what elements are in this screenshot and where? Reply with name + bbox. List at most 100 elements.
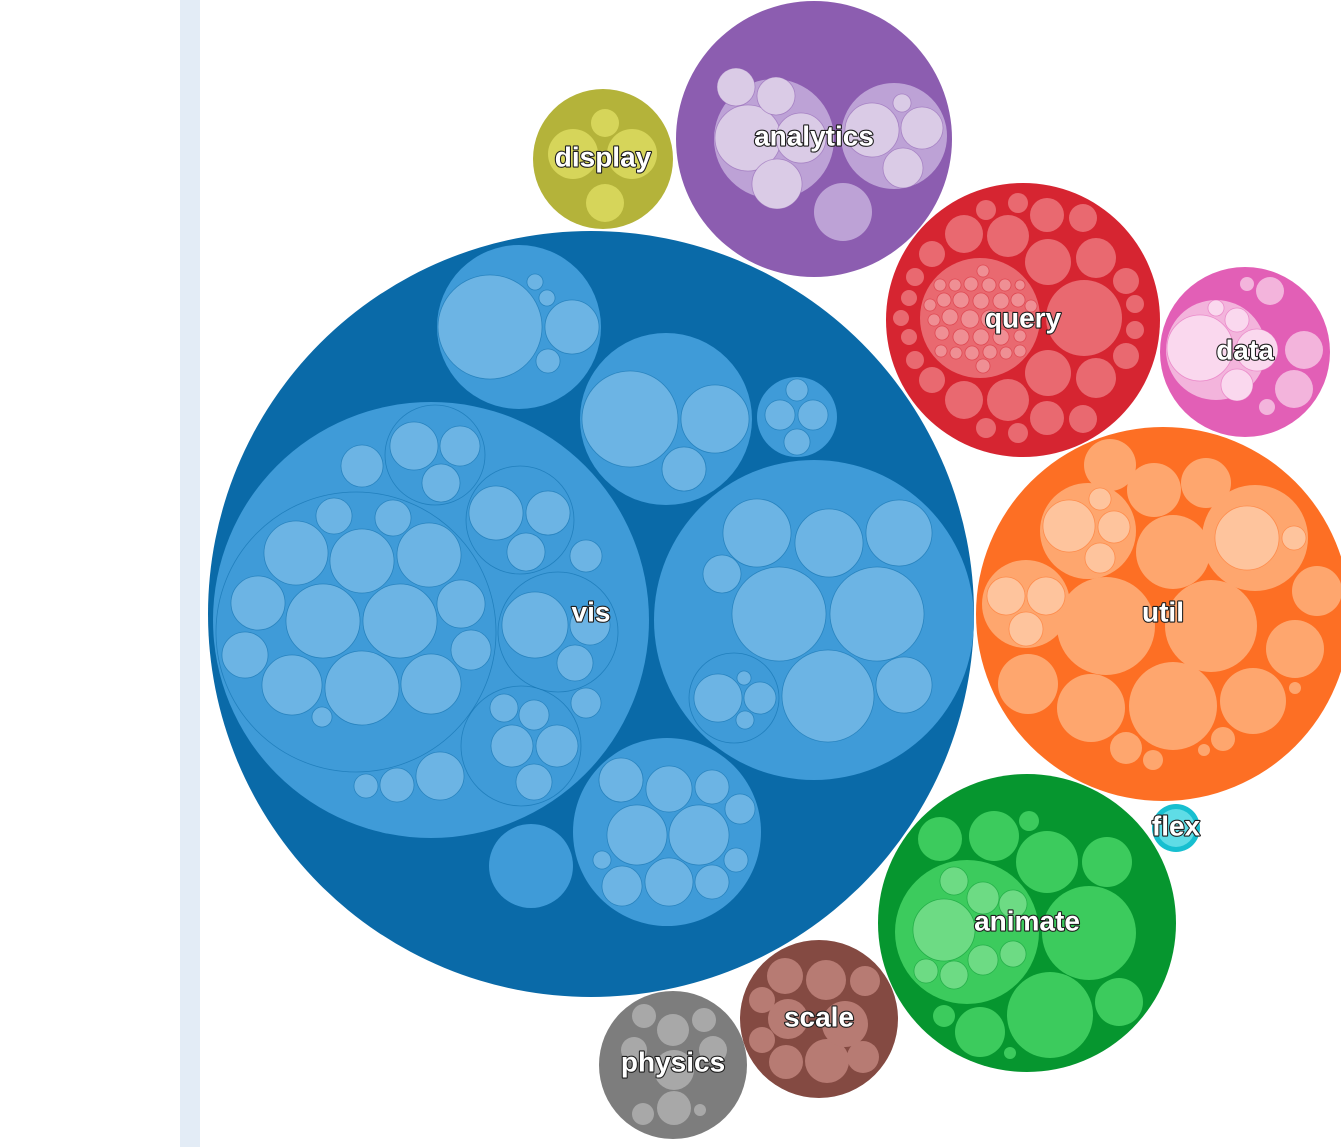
package-util-node-circle bbox=[1026, 576, 1066, 616]
package-util bbox=[976, 427, 1341, 801]
package-animate-node-circle bbox=[1042, 886, 1136, 980]
package-vis-node-circle bbox=[680, 384, 750, 454]
package-query-node-circle bbox=[1013, 344, 1027, 358]
package-query-node-circle bbox=[945, 381, 983, 419]
package-query-node-circle bbox=[992, 328, 1010, 346]
package-util-node-circle bbox=[1281, 525, 1307, 551]
package-vis-node-circle bbox=[829, 566, 925, 662]
package-animate-node-circle bbox=[955, 1007, 1005, 1057]
package-vis-node-circle bbox=[757, 377, 837, 457]
package-util-node-circle bbox=[986, 576, 1026, 616]
package-query-node-circle bbox=[901, 290, 917, 306]
package-vis-node-circle bbox=[489, 693, 519, 723]
package-vis-node-circle bbox=[450, 629, 492, 671]
package-animate-node-circle bbox=[912, 898, 976, 962]
package-query-node-circle bbox=[1024, 299, 1038, 313]
package-analytics-node-circle bbox=[775, 112, 827, 164]
package-util-node-circle bbox=[1292, 566, 1341, 616]
package-scale-node-circle bbox=[768, 999, 808, 1039]
package-vis-node-circle bbox=[661, 446, 707, 492]
package-animate bbox=[878, 774, 1176, 1072]
package-query-node-circle bbox=[945, 215, 983, 253]
package-query-node-circle bbox=[927, 313, 941, 327]
package-query-node-circle bbox=[941, 308, 959, 326]
package-data-node-circle bbox=[1275, 370, 1313, 408]
package-vis-label: vis bbox=[572, 597, 611, 628]
package-query-node-circle bbox=[1126, 321, 1144, 339]
package-query-node-circle bbox=[1008, 423, 1028, 443]
package-vis-node-circle bbox=[694, 769, 730, 805]
package-query-node-circle bbox=[906, 268, 924, 286]
package-vis-node-circle bbox=[515, 763, 553, 801]
package-vis-node-circle bbox=[439, 425, 481, 467]
package-vis-node-circle bbox=[506, 532, 546, 572]
package-vis-node-circle bbox=[544, 299, 600, 355]
package-physics-node-circle bbox=[699, 1036, 727, 1064]
package-physics-node-circle bbox=[657, 1091, 691, 1125]
package-query-node-circle bbox=[976, 418, 996, 438]
package-query-node-circle bbox=[999, 346, 1013, 360]
package-analytics-node-circle bbox=[814, 183, 872, 241]
package-vis-node-circle bbox=[340, 444, 384, 488]
package-query-node-circle bbox=[1001, 310, 1019, 328]
package-scale-node-circle bbox=[749, 987, 775, 1013]
package-animate-node-circle bbox=[1082, 837, 1132, 887]
package-util-node-circle bbox=[1181, 458, 1231, 508]
package-physics-label: physics bbox=[621, 1047, 725, 1078]
package-query-node-circle bbox=[992, 292, 1010, 310]
package-data-node-circle bbox=[1220, 368, 1254, 402]
package-query-node-circle bbox=[1025, 239, 1071, 285]
package-query-node-circle bbox=[960, 309, 980, 329]
package-vis-node-circle bbox=[374, 499, 412, 537]
package-util-node-circle bbox=[1266, 620, 1324, 678]
package-vis-node-circle bbox=[570, 687, 602, 719]
package-analytics-label: analytics bbox=[754, 121, 874, 152]
package-query-node-circle bbox=[1076, 358, 1116, 398]
package-vis-node-circle bbox=[764, 399, 796, 431]
package-vis-node-circle bbox=[285, 583, 361, 659]
package-flex bbox=[1152, 804, 1200, 852]
package-vis-node-circle bbox=[668, 804, 730, 866]
package-util-node-circle bbox=[1211, 727, 1235, 751]
package-scale-node-circle bbox=[806, 960, 846, 1000]
package-vis-node-circle bbox=[644, 857, 694, 907]
package-animate-node-circle bbox=[939, 866, 969, 896]
package-query-node-circle bbox=[998, 278, 1012, 292]
package-data-node-circle bbox=[1256, 277, 1284, 305]
package-util-node-circle bbox=[1220, 668, 1286, 734]
package-vis-node-circle bbox=[569, 539, 603, 573]
package-data-node-circle bbox=[1235, 328, 1279, 372]
package-vis-node-circle bbox=[329, 528, 395, 594]
package-scale-node-circle bbox=[749, 1027, 775, 1053]
package-query-node-circle bbox=[1030, 401, 1064, 435]
package-util-node-circle bbox=[1143, 750, 1163, 770]
package-vis-node-circle bbox=[794, 508, 864, 578]
package-query-node-circle bbox=[963, 276, 979, 292]
package-physics bbox=[599, 991, 747, 1139]
package-vis-node-circle bbox=[324, 650, 400, 726]
package-query-node-circle bbox=[1014, 279, 1026, 291]
package-vis-node-circle bbox=[535, 724, 579, 768]
package-vis-node-circle bbox=[743, 681, 777, 715]
package-vis-node-circle bbox=[875, 656, 933, 714]
package-vis-node-circle bbox=[221, 631, 269, 679]
package-circles bbox=[208, 1, 1341, 1139]
package-util-node-circle bbox=[1088, 487, 1112, 511]
package-query-node-circle bbox=[1013, 329, 1027, 343]
package-animate-node-circle bbox=[918, 817, 962, 861]
left-sidebar-strip bbox=[180, 0, 200, 1147]
package-query-node-circle bbox=[964, 345, 980, 361]
package-data-node-circle bbox=[1285, 331, 1323, 369]
package-query-node-circle bbox=[901, 329, 917, 345]
package-query-label: query bbox=[985, 303, 1062, 334]
package-flex-label: flex bbox=[1152, 811, 1201, 842]
package-vis-node-circle bbox=[315, 497, 353, 535]
package-physics-node-circle bbox=[621, 1037, 647, 1063]
package-animate-node-circle bbox=[1095, 978, 1143, 1026]
package-vis bbox=[208, 231, 974, 997]
package-animate-node-circle bbox=[999, 940, 1027, 968]
package-vis-node-circle bbox=[722, 498, 792, 568]
package-util-node-circle bbox=[1042, 499, 1096, 553]
package-query-node-circle bbox=[1069, 204, 1097, 232]
package-scale-node-circle bbox=[822, 1001, 868, 1047]
